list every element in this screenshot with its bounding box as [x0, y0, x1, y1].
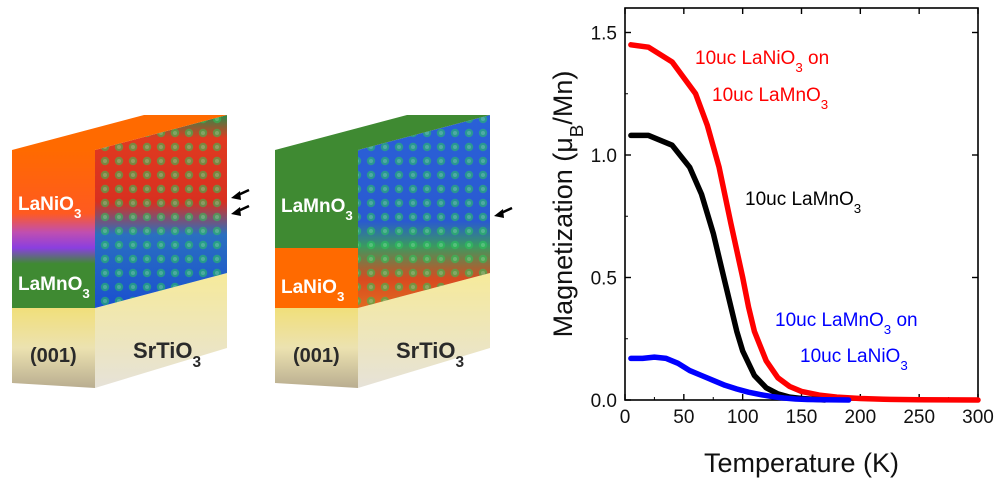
substrate-side-face: [95, 273, 227, 388]
y-tick-label: 1.5: [591, 24, 617, 45]
x-tick-label: 100: [727, 407, 759, 428]
series-line-2: [628, 354, 852, 403]
y-tick-label: 0.0: [591, 391, 617, 412]
film-front-face: [12, 150, 95, 308]
interface-arrow-head: [231, 207, 241, 216]
x-axis-label: Temperature (K): [704, 448, 899, 478]
atom-lattice-pattern: [95, 115, 227, 308]
substrate-front-face: [12, 308, 95, 388]
x-tick-label: 250: [903, 407, 935, 428]
substrate-face-label: (001): [30, 345, 77, 367]
y-axis-label: Magnetization (μB/Mn): [548, 71, 588, 338]
x-tick-label: 0: [620, 407, 631, 428]
x-tick-label: 150: [786, 407, 818, 428]
film-top-face: [12, 115, 227, 150]
film-top-face: [275, 115, 490, 150]
series-label-2: 10uc LaNiO3: [800, 346, 908, 373]
series-line-0: [628, 42, 981, 403]
top-layer-label: LaNiO3: [18, 194, 81, 221]
y-tick-label: 0.5: [591, 269, 617, 290]
lanio3-front-face: [275, 248, 358, 308]
heterostructure-block: LaNiO3 LaMnO3 (001) SrTiO3: [12, 115, 250, 388]
bottom-layer-label: LaNiO3: [281, 277, 344, 304]
magnetization-chart: 0 50 100 150 200 250 300 0.0 0.5 1.0 1.5 Temperatur…: [548, 7, 994, 478]
heterostructure-block: LaMnO3 LaNiO3 (001) SrTiO3: [275, 115, 513, 388]
atom-lattice-pattern: [358, 115, 490, 308]
y-tick-label: 1.0: [591, 146, 617, 167]
schematics: LaNiO3 LaMnO3 (001) SrTiO3 LaMnO3 LaNiO3 (001)…: [12, 115, 513, 388]
x-tick-label: 50: [673, 407, 694, 428]
substrate-front-face: [275, 308, 358, 388]
substrate-face-label: (001): [293, 345, 340, 367]
series-label-0: 10uc LaNiO3 on: [695, 48, 829, 75]
x-tick-label: 200: [844, 407, 876, 428]
substrate-label: SrTiO3: [133, 338, 201, 371]
series-label-2: 10uc LaMnO3 on: [775, 310, 918, 337]
lamno3-front-face: [275, 150, 358, 248]
interface-arrow-head: [231, 191, 241, 200]
series-label-1: 10uc LaMnO3: [745, 189, 861, 216]
substrate-side-face: [358, 273, 490, 388]
top-layer-label: LaMnO3: [281, 196, 353, 223]
substrate-label: SrTiO3: [396, 338, 464, 371]
interface-arrow-head: [494, 209, 504, 218]
bottom-layer-label: LaMnO3: [18, 274, 90, 301]
x-tick-label: 300: [962, 407, 994, 428]
series-label-0: 10uc LaMnO3: [712, 85, 828, 112]
